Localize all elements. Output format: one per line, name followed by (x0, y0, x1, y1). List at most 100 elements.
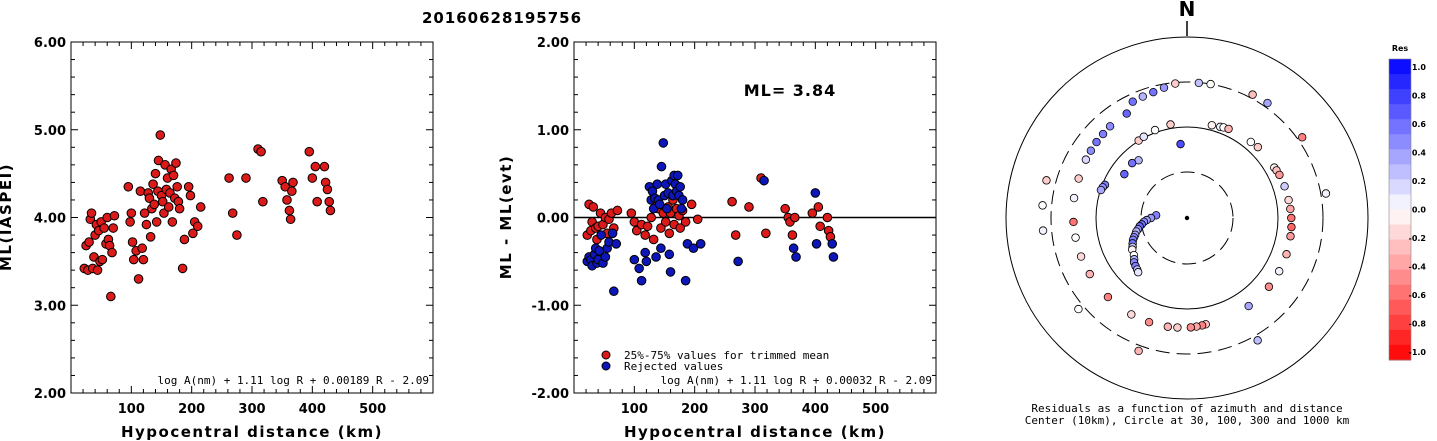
colorbar-cell (1389, 59, 1411, 75)
x-tick-label: 500 (862, 402, 889, 417)
rejected-residual-point (695, 239, 706, 249)
ml-station-point (177, 263, 188, 274)
polar-station-point (1127, 158, 1137, 168)
residual-colorbar: Res 1.0 0.8 0.6 0.4 0.2 0.0 -0.2 -0.4 -0.6 -0.8 -1… (1388, 44, 1427, 361)
polar-station-point (1274, 267, 1284, 276)
colorbar-cell (1389, 134, 1411, 150)
x-tick-label: 200 (178, 402, 205, 417)
ml-station-point (310, 161, 321, 172)
rejected-residual-point (827, 239, 838, 249)
kept-residual-point (642, 221, 653, 232)
ml-station-point (183, 181, 194, 192)
polar-station-point (1085, 269, 1094, 279)
colorbar-cell (1389, 74, 1411, 90)
polar-station-point (1297, 133, 1307, 142)
ml-station-point (322, 184, 333, 195)
polar-station-point (1069, 217, 1078, 227)
y-tick-label: 1.00 (537, 124, 569, 139)
colorbar-cell (1389, 329, 1411, 346)
polar-station-point (1038, 226, 1048, 235)
rejected-residual-point (656, 243, 666, 254)
colorbar-tick-label: -0.2 (1409, 234, 1427, 243)
colorbar-tick-label: 0.4 (1412, 149, 1427, 158)
ml-station-point (107, 247, 117, 258)
left-scatter-panel: 2.00 3.00 4.00 5.00 6.00 100 200 300 400 500 log… (0, 36, 434, 441)
ml-station-point (307, 173, 318, 183)
polar-station-point (1122, 109, 1131, 118)
colorbar-tick-label: 0.8 (1412, 92, 1427, 101)
polar-station-point (1280, 182, 1289, 191)
colorbar-tick-label: -0.6 (1409, 291, 1427, 300)
polar-station-point (1253, 142, 1263, 152)
middle-points (582, 138, 839, 297)
y-tick-label: -2.00 (532, 387, 569, 402)
kept-residual-point (656, 223, 666, 233)
kept-residual-point (588, 202, 599, 212)
ml-station-point (319, 161, 330, 172)
polar-station-point (1071, 233, 1080, 242)
ml-station-point (153, 155, 164, 166)
ml-station-point (106, 291, 116, 302)
polar-station-point (1138, 92, 1147, 101)
polar-station-point (1096, 185, 1106, 195)
polar-station-point (1139, 132, 1148, 141)
ring-300km (1050, 81, 1324, 355)
ml-station-point (92, 265, 103, 275)
epicenter-dot (1184, 215, 1190, 221)
middle-x-axis-label: Hypocentral distance (km) (624, 423, 886, 441)
ml-station-point (227, 208, 238, 218)
kept-residual-point (660, 217, 671, 227)
polar-caption-line2: Center (10km), Circle at 30, 100, 300 an… (1025, 414, 1350, 427)
kept-residual-point (680, 217, 691, 227)
kept-residual-point (813, 202, 824, 212)
ml-station-point (86, 208, 97, 218)
x-tick-label: 300 (741, 402, 768, 417)
colorbar-cell (1389, 104, 1411, 120)
polar-station-point (1038, 201, 1047, 210)
ml-station-point (149, 199, 160, 210)
polar-station-point (1286, 204, 1295, 214)
kept-residual-point (646, 212, 657, 223)
kept-residual-point (727, 196, 737, 207)
rejected-residual-point (629, 254, 640, 265)
ml-station-point (284, 205, 295, 216)
polar-station-point (1150, 125, 1160, 135)
rejected-residual-point (672, 170, 683, 181)
left-y-axis-label: ML(IASPEI) (0, 163, 15, 271)
legend-rejected-marker (601, 361, 611, 371)
rejected-residual-point (611, 239, 622, 249)
ml-station-point (285, 214, 296, 225)
middle-x-ticks: 100 200 300 400 500 (585, 42, 925, 417)
ml-station-point (109, 210, 120, 221)
left-x-axis-label: Hypocentral distance (km) (121, 423, 383, 441)
kept-residual-point (612, 205, 623, 216)
middle-scatter-panel: -2.00 -1.00 0.00 1.00 2.00 100 200 300 400 500 M… (497, 36, 937, 441)
rejected-residual-point (664, 249, 675, 260)
polar-station-point (1163, 322, 1173, 331)
rejected-residual-point (791, 252, 801, 262)
kept-residual-point (790, 212, 800, 223)
ml-station-point (148, 179, 158, 189)
left-y-ticks: 2.00 3.00 4.00 5.00 6.00 (34, 36, 433, 402)
polar-station-point (1105, 122, 1115, 131)
polar-station-point (1173, 323, 1182, 332)
y-tick-label: 3.00 (34, 299, 66, 314)
kept-residual-point (664, 228, 675, 239)
middle-y-axis-label: ML - ML(evt) (497, 155, 515, 279)
ml-station-point (192, 221, 203, 232)
polar-station-point (1076, 252, 1086, 261)
polar-station-point (1248, 90, 1257, 99)
ml-station-point (139, 208, 150, 218)
legend-rejected-label: Rejected values (624, 360, 723, 373)
polar-station-point (1144, 318, 1154, 327)
polar-station-point (1264, 282, 1274, 291)
colorbar-tick-label: -1.0 (1409, 348, 1427, 357)
colorbar-cell (1389, 239, 1411, 256)
ml-station-point (125, 217, 135, 227)
polar-station-point (1128, 97, 1137, 106)
polar-caption-line1: Residuals as a function of azimuth and d… (1031, 402, 1342, 415)
polar-station-point (1166, 120, 1175, 129)
polar-station-point (1321, 189, 1331, 198)
x-tick-label: 100 (118, 402, 145, 417)
ml-station-point (159, 208, 169, 218)
